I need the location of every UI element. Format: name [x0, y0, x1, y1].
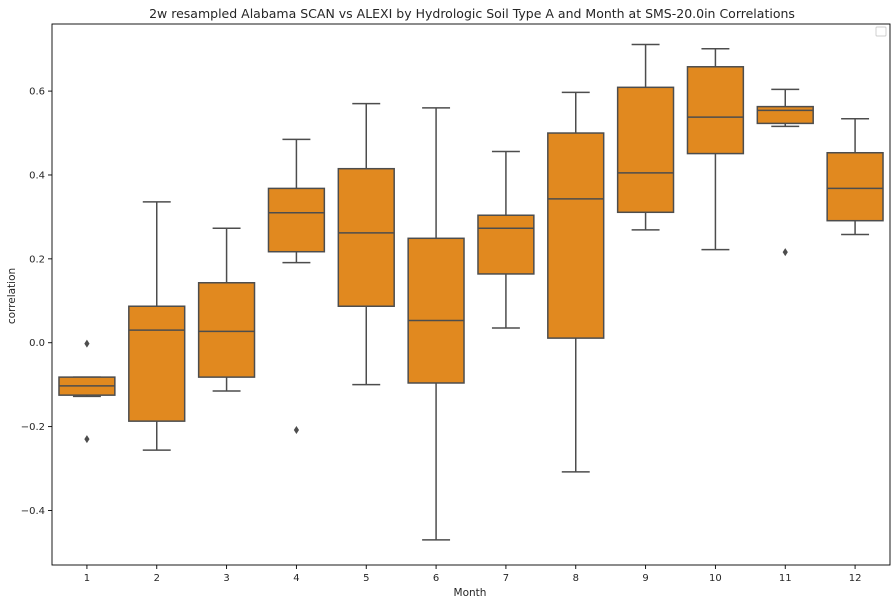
- legend-box: [875, 26, 887, 37]
- y-tick-label: 0.0: [29, 338, 45, 349]
- box-iqr: [337, 167, 395, 307]
- x-tick-label: 12: [849, 573, 862, 584]
- outlier-point: [293, 425, 300, 434]
- outlier-point: [782, 248, 788, 257]
- box-iqr: [547, 132, 605, 339]
- box-iqr: [267, 187, 326, 253]
- outlier-point: [84, 435, 90, 444]
- box-iqr: [686, 66, 745, 155]
- x-tick-label: 7: [503, 573, 509, 584]
- box-iqr: [197, 282, 256, 378]
- y-tick-label: 0.6: [29, 87, 45, 98]
- y-tick-label: −0.4: [21, 506, 45, 517]
- x-tick-label: 9: [642, 573, 648, 584]
- plot-area: −0.4−0.20.00.20.40.61 2 3 4 5 6 7 8 9 10 11 12: [21, 43, 884, 584]
- x-tick-label: 1: [84, 573, 90, 584]
- plot-frame: [51, 23, 891, 566]
- y-tick-label: 0.4: [29, 170, 45, 181]
- x-tick-label: 6: [433, 573, 439, 584]
- y-tick-label: −0.2: [21, 422, 45, 433]
- chart-title: 2w resampled Alabama SCAN vs ALEXI by Hy…: [149, 6, 795, 21]
- x-tick-label: 11: [779, 573, 792, 584]
- x-tick-label: 8: [573, 573, 579, 584]
- outlier-point: [84, 339, 90, 348]
- x-tick-label: 4: [293, 573, 299, 584]
- x-tick-label: 5: [363, 573, 369, 584]
- box-iqr: [128, 305, 186, 422]
- box-iqr: [407, 237, 465, 384]
- x-tick-label: 3: [223, 573, 229, 584]
- y-axis-label: correlation: [6, 268, 18, 324]
- box-iqr: [826, 151, 884, 222]
- box-iqr: [756, 105, 814, 125]
- x-tick-label: 2: [154, 573, 160, 584]
- x-axis-label: Month: [454, 587, 487, 599]
- x-tick-label: 10: [709, 573, 722, 584]
- box-iqr: [477, 214, 535, 275]
- y-tick-label: 0.2: [29, 254, 45, 265]
- box-iqr: [616, 86, 675, 214]
